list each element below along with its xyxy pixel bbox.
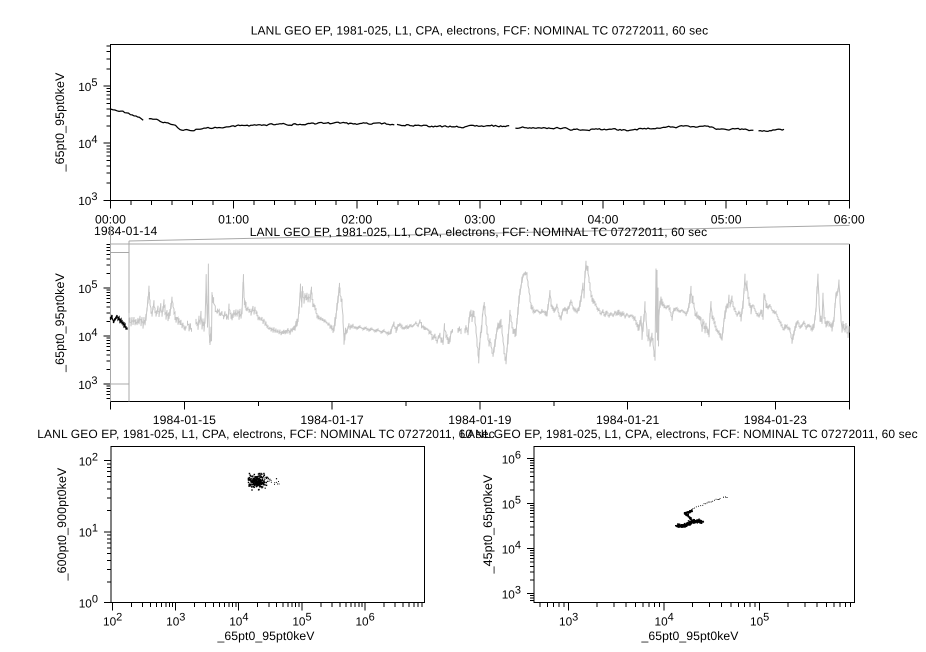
svg-text:03:00: 03:00 (464, 213, 495, 227)
svg-text:LANL GEO EP, 1981-025, L1, CPA: LANL GEO EP, 1981-025, L1, CPA, electron… (250, 225, 707, 239)
svg-text:1984-01-15: 1984-01-15 (153, 413, 216, 427)
svg-text:_65pt0_95pt0keV: _65pt0_95pt0keV (640, 629, 739, 643)
svg-text:LANL GEO EP, 1981-025, L1, CPA: LANL GEO EP, 1981-025, L1, CPA, electron… (460, 427, 917, 441)
svg-text:_65pt0_95pt0keV: _65pt0_95pt0keV (53, 273, 67, 373)
svg-text:01:00: 01:00 (218, 213, 249, 227)
svg-text:_65pt0_95pt0keV: _65pt0_95pt0keV (216, 629, 315, 643)
svg-text:00:00: 00:00 (95, 213, 126, 227)
svg-text:LANL GEO EP, 1981-025, L1, CPA: LANL GEO EP, 1981-025, L1, CPA, electron… (37, 427, 494, 441)
svg-text:_45pt0_65pt0keV: _45pt0_65pt0keV (481, 474, 495, 574)
svg-text:05:00: 05:00 (711, 213, 742, 227)
svg-text:06:00: 06:00 (834, 213, 865, 227)
svg-text:04:00: 04:00 (588, 213, 619, 227)
svg-text:1984-01-19: 1984-01-19 (448, 413, 511, 427)
svg-text:_65pt0_95pt0keV: _65pt0_95pt0keV (53, 72, 67, 172)
svg-text:_600pt0_900pt0keV: _600pt0_900pt0keV (55, 467, 69, 581)
svg-text:1984-01-17: 1984-01-17 (300, 413, 363, 427)
svg-text:1984-01-21: 1984-01-21 (596, 413, 659, 427)
svg-text:LANL GEO EP, 1981-025, L1, CPA: LANL GEO EP, 1981-025, L1, CPA, electron… (251, 24, 708, 38)
svg-text:1984-01-14: 1984-01-14 (94, 224, 157, 238)
svg-text:1984-01-23: 1984-01-23 (744, 413, 807, 427)
svg-text:02:00: 02:00 (341, 213, 372, 227)
